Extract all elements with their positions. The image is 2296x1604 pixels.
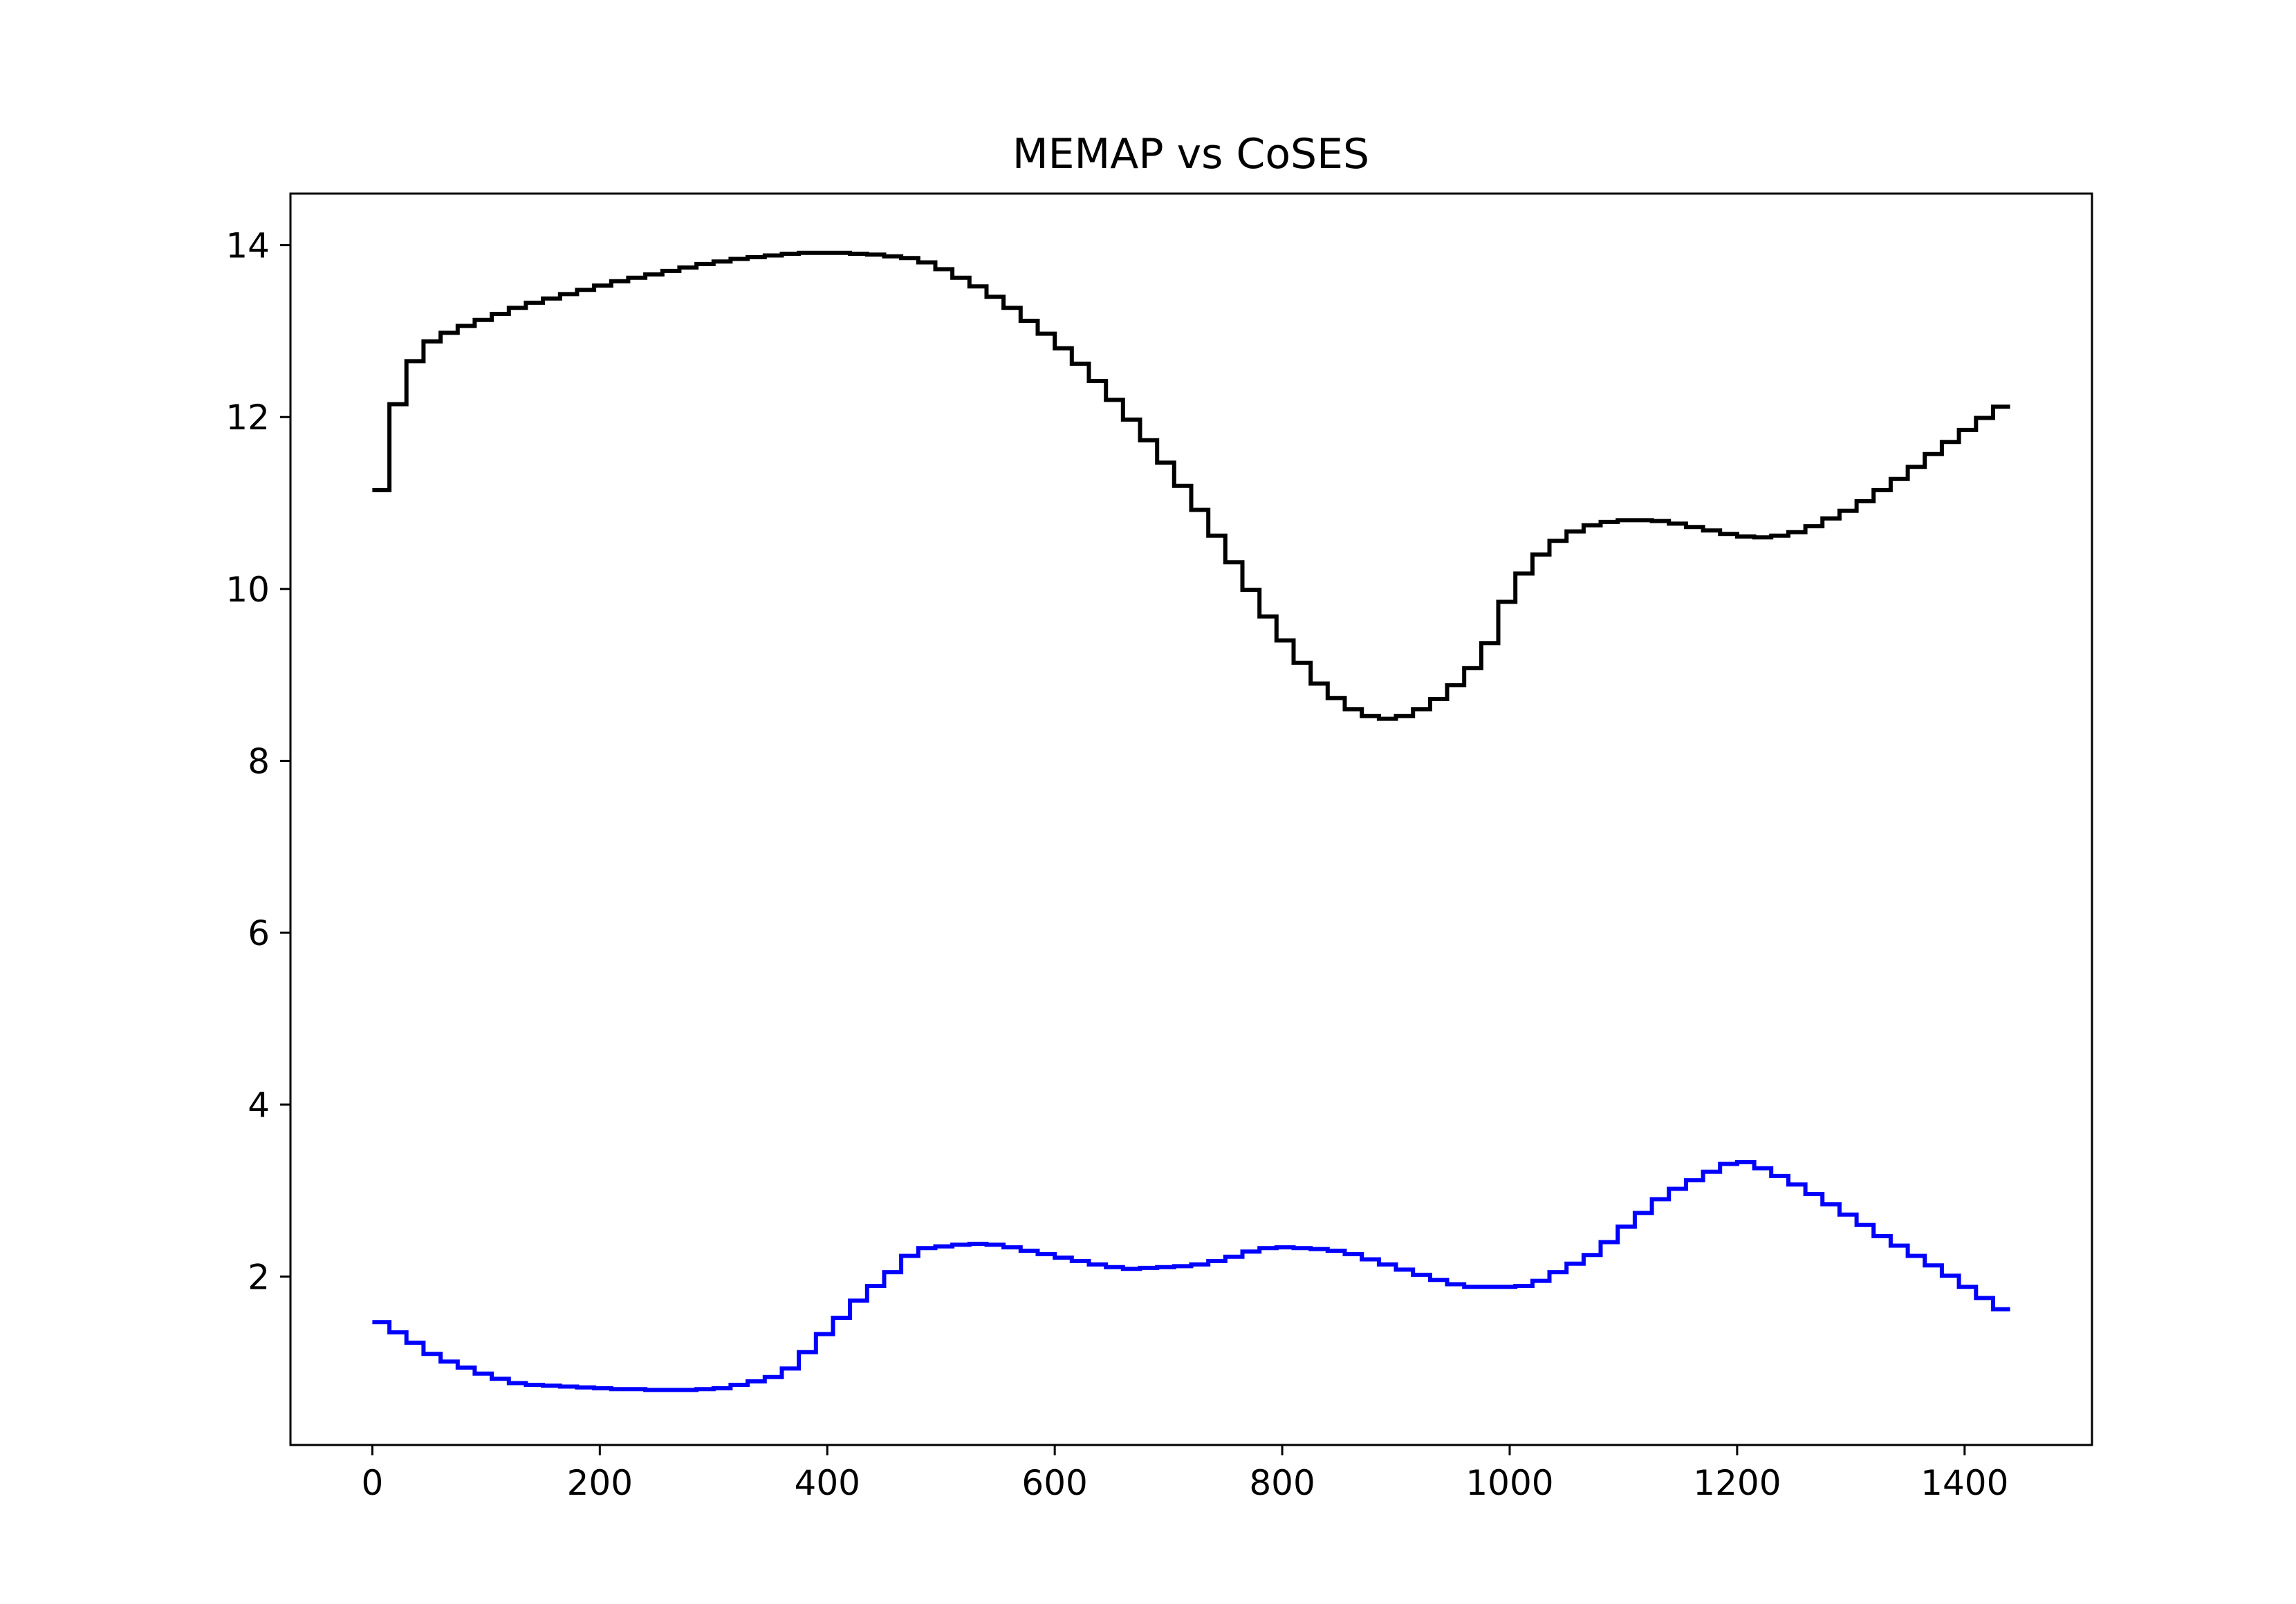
x-tick-label: 1400 [1920, 1463, 2008, 1503]
x-tick-label: 0 [362, 1463, 384, 1503]
series-line-2 [372, 1160, 2010, 1392]
y-tick-label: 14 [225, 226, 270, 266]
y-axis: 2 4 6 8 10 12 14 [225, 226, 290, 1297]
x-tick-label: 600 [1021, 1463, 1087, 1503]
x-tick-label: 400 [795, 1463, 860, 1503]
y-tick-label: 2 [248, 1257, 270, 1297]
x-tick-label: 800 [1249, 1463, 1315, 1503]
series-line-1 [372, 250, 2010, 721]
series-layer [372, 250, 2010, 1392]
y-tick-label: 10 [225, 570, 270, 610]
y-tick-label: 12 [225, 398, 270, 438]
plot-frame [289, 192, 2093, 1446]
x-axis: 0 200 400 600 800 1000 1200 1400 [362, 1445, 2008, 1503]
x-tick-label: 1200 [1693, 1463, 1781, 1503]
y-tick-label: 8 [248, 741, 270, 781]
chart-title: MEMAP vs CoSES [1012, 130, 1369, 178]
y-tick-label: 4 [248, 1085, 270, 1126]
x-tick-label: 1000 [1465, 1463, 1553, 1503]
x-tick-label: 200 [567, 1463, 633, 1503]
y-tick-label: 6 [248, 913, 270, 953]
